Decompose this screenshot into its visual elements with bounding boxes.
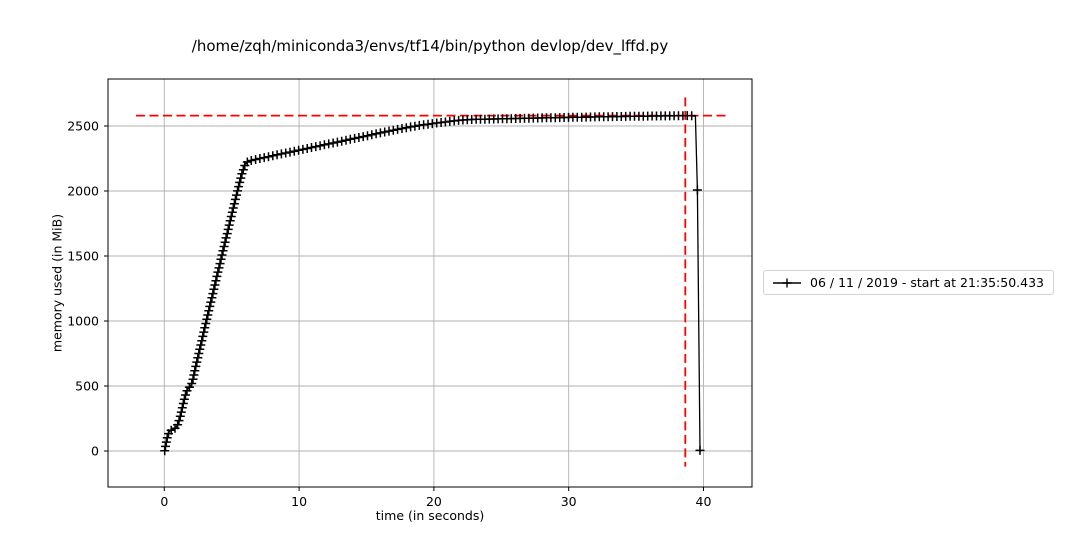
y-tick-label-500: 500 [75, 379, 99, 394]
legend-line-marker-icon [773, 278, 801, 287]
legend: 06 / 11 / 2019 - start at 21:35:50.433 [763, 270, 1054, 295]
y-axis-label: memory used (in MiB) [49, 213, 65, 353]
x-axis-label: time (in seconds) [375, 508, 485, 523]
figure-title: /home/zqh/miniconda3/envs/tf14/bin/pytho… [191, 37, 669, 55]
x-tick-label-40: 40 [696, 494, 712, 509]
x-tick-label-20: 20 [426, 494, 442, 509]
memory-usage-markers [160, 111, 705, 456]
y-tick-label-2500: 2500 [67, 119, 99, 134]
legend-label: 06 / 11 / 2019 - start at 21:35:50.433 [810, 275, 1044, 290]
x-tick-label-0: 0 [160, 494, 168, 509]
axes-spines [107, 78, 753, 488]
x-tick-label-30: 30 [561, 494, 577, 509]
y-tick-label-1500: 1500 [67, 249, 99, 264]
x-tick-label-10: 10 [291, 494, 307, 509]
y-tick-label-2000: 2000 [67, 184, 99, 199]
y-tick-label-0: 0 [91, 444, 99, 459]
y-tick-label-1000: 1000 [67, 314, 99, 329]
